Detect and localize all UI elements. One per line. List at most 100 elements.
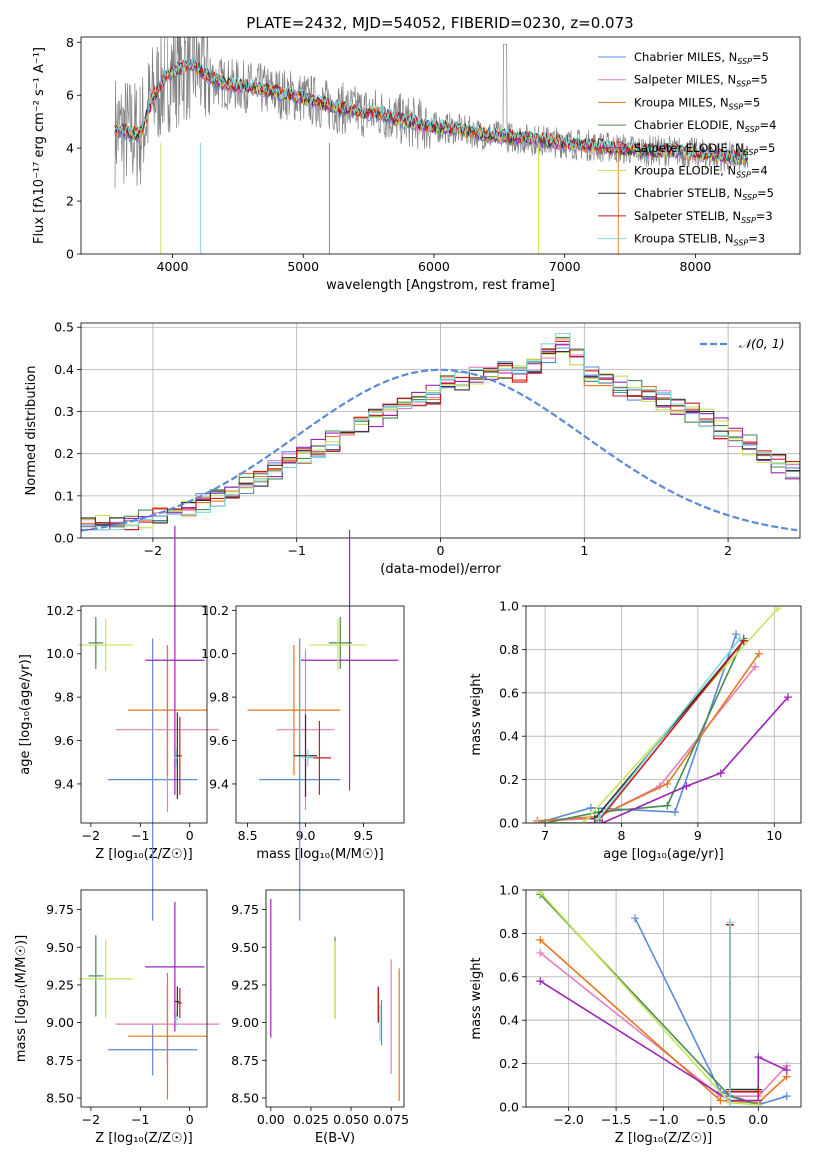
x-tick-label: −1 xyxy=(287,543,305,558)
histogram-step-line xyxy=(81,347,800,527)
legend-label-gaussian: 𝒩(0, 1) xyxy=(739,336,785,351)
residuals-frame xyxy=(80,322,801,539)
weight-marker xyxy=(536,890,545,897)
x-tick-label: 7 xyxy=(541,828,549,843)
weight-marker xyxy=(754,1053,763,1062)
y-tick-label: 0 xyxy=(66,247,74,262)
y-tick-label: 8 xyxy=(66,35,74,50)
y-tick-label: 0.4 xyxy=(54,362,74,377)
legend-label: Kroupa MILES, NSSP=5 xyxy=(634,95,760,111)
y-tick-label: 0.2 xyxy=(499,1056,519,1071)
y-tick-label: 9.75 xyxy=(46,902,74,917)
mass-vs-Z-axes: −2 −1 0 8.50 8.75 9.00 9.25 9.50 9.75 Z [log₁₀(Z/… xyxy=(14,902,194,1146)
y-tick-label: 0.5 xyxy=(54,320,74,335)
spectrum-legend: Chabrier MILES, NSSP=5 Salpeter MILES, NS… xyxy=(598,50,776,248)
weight-marker xyxy=(754,1087,763,1096)
weight-line xyxy=(539,952,788,1097)
x-tick-label: 0 xyxy=(437,543,445,558)
weight-marker xyxy=(536,977,545,986)
age-vs-Z-errorbars xyxy=(78,525,220,921)
x-tick-label: 5000 xyxy=(287,259,319,274)
mass-vs-EBV-errorbars xyxy=(270,899,400,1101)
y-tick-label: 8.75 xyxy=(46,1053,74,1068)
weight-marker xyxy=(586,803,595,812)
x-tick-label: 9 xyxy=(694,828,702,843)
x-tick-label: 4000 xyxy=(157,259,189,274)
x-tick-label: 10 xyxy=(766,828,782,843)
x-tick-label: 0.075 xyxy=(373,1112,409,1127)
weight-marker xyxy=(536,935,545,944)
x-axis-label: Z [log₁₀(Z/Z☉)] xyxy=(95,847,192,862)
y-axis-label: mass weight xyxy=(469,673,484,755)
x-tick-label: 8000 xyxy=(680,259,712,274)
weight-marker xyxy=(754,1103,763,1107)
y-tick-label: 9.6 xyxy=(209,733,229,748)
histogram-step-line xyxy=(81,340,800,531)
legend-label: Chabrier MILES, NSSP=5 xyxy=(634,50,769,66)
weight-marker xyxy=(782,1066,791,1075)
histogram-step-line xyxy=(81,332,800,531)
y-tick-label: 9.50 xyxy=(231,940,259,955)
weight-line xyxy=(729,922,759,1107)
weight-marker xyxy=(579,819,588,823)
legend-label: Chabrier ELODIE, NSSP=4 xyxy=(634,118,776,134)
weight-marker xyxy=(774,606,783,613)
x-tick-label: −1 xyxy=(131,828,149,843)
y-tick-label: 0.3 xyxy=(54,404,74,419)
y-tick-label: 0.8 xyxy=(499,642,519,657)
x-tick-label: −1.5 xyxy=(601,1112,631,1127)
x-tick-label: −2 xyxy=(82,1112,100,1127)
histogram-step-line xyxy=(81,348,800,531)
x-tick-label: −2 xyxy=(82,828,100,843)
x-axis-label: mass [log₁₀(M/M☉)] xyxy=(256,847,383,862)
residuals-axes: −2 −1 0 1 2 0.0 0.1 0.2 0.3 0.4 0.5 (data-model)/er… xyxy=(24,320,800,577)
y-tick-label: 0.2 xyxy=(54,446,74,461)
y-axis-label: Normed distribution xyxy=(24,366,39,496)
age-vs-Z-frame xyxy=(80,605,208,824)
y-tick-label: 0.4 xyxy=(499,729,519,744)
histogram-step-line xyxy=(81,338,800,531)
weight-line xyxy=(597,640,745,822)
weight-line xyxy=(539,939,788,1104)
y-tick-label: 9.50 xyxy=(46,940,74,955)
x-axis-label: (data-model)/error xyxy=(380,562,501,577)
gaussian-curve xyxy=(81,368,798,532)
spectrum-axes: 4000 5000 6000 7000 8000 0 2 4 6 8 wavelength [Ang… xyxy=(32,35,711,293)
y-tick-label: 0.8 xyxy=(499,926,519,941)
x-tick-label: 1 xyxy=(580,543,588,558)
y-tick-label: 10.2 xyxy=(46,603,74,618)
age-vs-mass-axes: 8.5 9.0 9.5 9.4 9.6 9.8 10.0 10.2 mass [log₁₀(M/… xyxy=(201,603,384,862)
weight-marker xyxy=(716,1096,725,1105)
legend-label: Chabrier STELIB, NSSP=5 xyxy=(634,186,774,202)
y-tick-label: 10.2 xyxy=(201,603,229,618)
y-tick-label: 0.0 xyxy=(54,531,74,546)
weight-marker xyxy=(536,948,545,957)
x-tick-label: 0.0 xyxy=(748,1112,768,1127)
x-tick-label: 8.5 xyxy=(238,828,258,843)
x-tick-label: 0.00 xyxy=(257,1112,285,1127)
x-tick-label: −0.5 xyxy=(696,1112,726,1127)
y-tick-label: 10.0 xyxy=(46,646,74,661)
x-tick-label: 0 xyxy=(186,1112,194,1127)
mass-vs-Z-errorbars xyxy=(78,902,220,1100)
mass-vs-EBV-frame xyxy=(265,889,405,1108)
age-vs-Z-axes: −2 −1 0 9.4 9.6 9.8 10.0 10.2 Z [log₁₀(Z/Z☉)] age… xyxy=(18,603,194,862)
weight-marker xyxy=(541,819,550,823)
y-tick-label: 0.4 xyxy=(499,1013,519,1028)
weight-marker xyxy=(682,782,691,791)
x-tick-label: −1 xyxy=(131,1112,149,1127)
x-tick-label: −2.0 xyxy=(553,1112,583,1127)
y-tick-label: 4 xyxy=(66,141,74,156)
weight-marker xyxy=(716,769,725,778)
y-axis-label: mass [log₁₀(M/M☉)] xyxy=(14,935,29,1062)
x-tick-label: 9.0 xyxy=(296,828,316,843)
weight-line xyxy=(597,638,741,820)
y-axis-label: Flux [fλ10⁻¹⁷ erg cm⁻² s⁻¹ A⁻¹] xyxy=(32,47,47,244)
y-tick-label: 0.0 xyxy=(499,1100,519,1115)
weight-marker xyxy=(663,779,672,788)
histogram-plot xyxy=(81,332,800,532)
x-tick-label: 7000 xyxy=(549,259,581,274)
spectrum-title: PLATE=2432, MJD=54052, FIBERID=0230, z=0… xyxy=(246,14,633,32)
